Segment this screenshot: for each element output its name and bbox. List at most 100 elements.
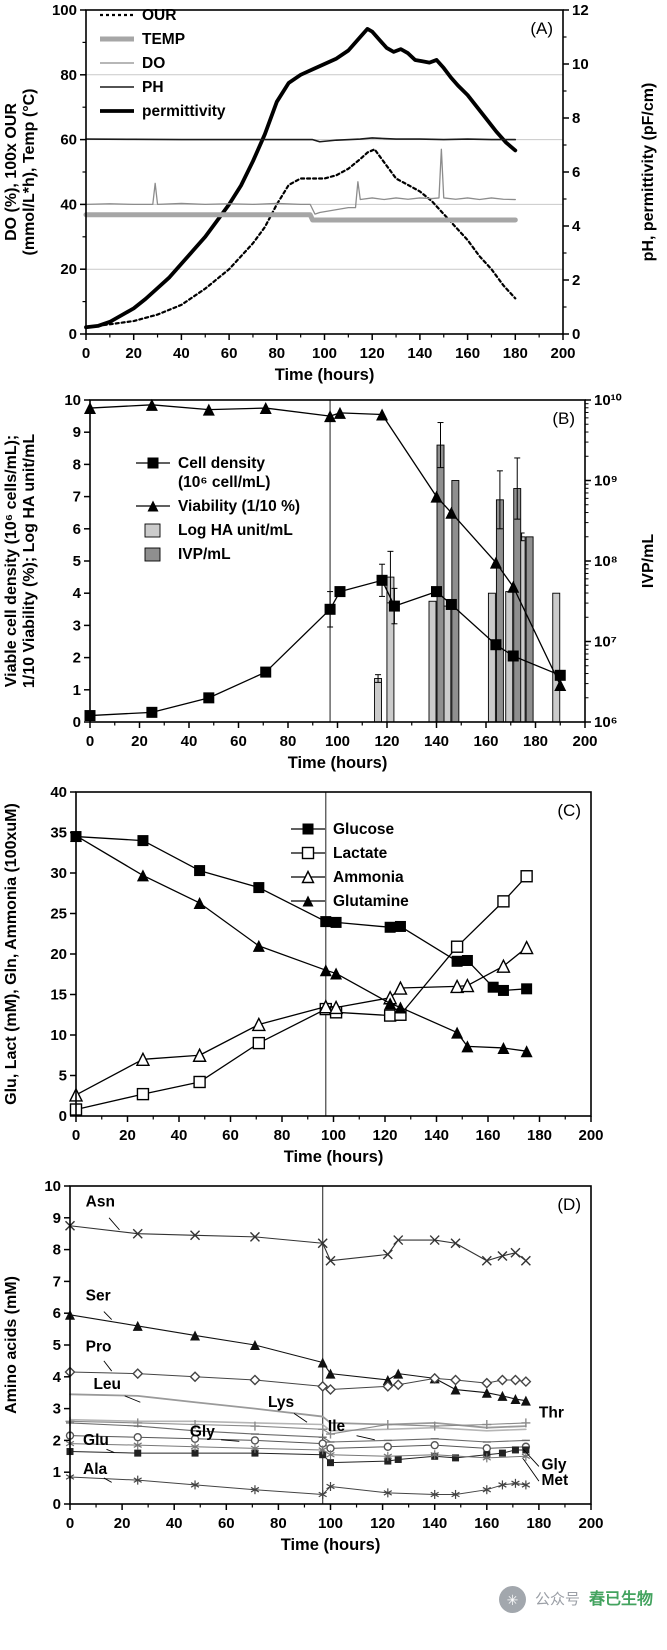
svg-text:120: 120	[370, 1515, 395, 1532]
svg-text:40: 40	[50, 784, 67, 801]
svg-text:0: 0	[66, 1515, 74, 1532]
svg-text:Amino acids (mM): Amino acids (mM)	[3, 1276, 20, 1414]
svg-text:80: 80	[268, 345, 285, 362]
svg-text:0: 0	[53, 1496, 61, 1513]
chart-b-svg: 0 20 40 60 80 100 120 140 160 180 200 0 1 2 3 4 5 6 7 8 9 10 1…	[3, 392, 657, 772]
svg-text:(mmol/L*h), Temp (°C): (mmol/L*h), Temp (°C)	[21, 89, 38, 256]
svg-text:7: 7	[53, 1273, 61, 1290]
svg-text:Met: Met	[542, 1472, 569, 1489]
svg-text:200: 200	[550, 345, 575, 362]
svg-text:200: 200	[578, 1515, 603, 1532]
svg-text:80: 80	[60, 67, 77, 84]
svg-text:8: 8	[53, 1242, 61, 1259]
svg-text:40: 40	[60, 196, 77, 213]
svg-text:40: 40	[181, 733, 198, 750]
svg-text:20: 20	[131, 733, 148, 750]
svg-text:140: 140	[422, 1515, 447, 1532]
svg-text:5: 5	[53, 1337, 61, 1354]
svg-text:Leu: Leu	[93, 1376, 121, 1393]
svg-text:20: 20	[119, 1127, 136, 1144]
svg-text:10: 10	[64, 392, 81, 409]
svg-text:100: 100	[325, 733, 350, 750]
svg-text:180: 180	[523, 733, 548, 750]
svg-text:OUR: OUR	[142, 7, 176, 24]
svg-text:35: 35	[50, 825, 67, 842]
svg-text:6: 6	[572, 164, 580, 181]
svg-text:120: 120	[374, 733, 399, 750]
svg-text:Cell density: Cell density	[178, 455, 265, 472]
svg-text:10¹⁰: 10¹⁰	[594, 392, 622, 409]
svg-text:10⁹: 10⁹	[594, 473, 618, 490]
svg-text:10: 10	[50, 1027, 67, 1044]
watermark-footer: ✳ 公众号 春已生物	[0, 1574, 667, 1650]
svg-text:Ala: Ala	[83, 1461, 108, 1478]
svg-text:160: 160	[455, 345, 480, 362]
svg-text:4: 4	[572, 218, 581, 235]
svg-text:10⁷: 10⁷	[594, 634, 617, 651]
svg-text:Lys: Lys	[268, 1394, 294, 1411]
svg-text:Asn: Asn	[86, 1194, 115, 1211]
svg-text:2: 2	[53, 1432, 61, 1449]
svg-text:180: 180	[527, 1127, 552, 1144]
svg-text:8: 8	[572, 110, 580, 127]
svg-text:60: 60	[222, 1127, 239, 1144]
svg-text:3: 3	[53, 1401, 61, 1418]
svg-text:120: 120	[360, 345, 385, 362]
svg-text:40: 40	[166, 1515, 183, 1532]
svg-text:20: 20	[125, 345, 142, 362]
svg-text:120: 120	[372, 1127, 397, 1144]
panel-d-amino-acids-chart: 0 20 40 60 80 100 120 140 160 180 200 0 1 2 3 4 5 6 7 8 9 10 T…	[0, 1174, 667, 1574]
svg-text:0: 0	[73, 714, 81, 731]
svg-text:2: 2	[73, 650, 81, 667]
svg-text:Glu, Lact (mM), Gln, Ammonia (: Glu, Lact (mM), Gln, Ammonia (100xuM)	[3, 803, 20, 1105]
svg-text:180: 180	[526, 1515, 551, 1532]
svg-text:DO (%), 100x OUR: DO (%), 100x OUR	[3, 103, 20, 241]
svg-text:IVP/mL: IVP/mL	[640, 534, 657, 588]
svg-text:200: 200	[578, 1127, 603, 1144]
svg-text:60: 60	[230, 733, 247, 750]
svg-text:9: 9	[73, 424, 81, 441]
svg-text:1: 1	[53, 1464, 61, 1481]
svg-text:6: 6	[73, 521, 81, 538]
svg-text:60: 60	[221, 345, 238, 362]
svg-text:80: 80	[280, 733, 297, 750]
svg-text:(D): (D)	[557, 1195, 581, 1214]
panel-c-metabolites-chart: 0 20 40 60 80 100 120 140 160 180 200 0 5 10 15 20 25 30 3…	[0, 782, 667, 1174]
svg-text:permittivity: permittivity	[142, 103, 226, 120]
svg-text:Glutamine: Glutamine	[333, 893, 409, 910]
svg-text:140: 140	[424, 733, 449, 750]
panel-a-oxygen-ph-permittivity-chart: 0 20 40 60 80 100 120 140 160 180 200 0 20 40 60 80 100 0…	[0, 0, 667, 390]
chart-c-svg: 0 20 40 60 80 100 120 140 160 180 200 0 5 10 15 20 25 30 3…	[3, 784, 604, 1166]
svg-text:60: 60	[218, 1515, 235, 1532]
svg-text:Glu: Glu	[83, 1432, 109, 1449]
svg-text:Gly: Gly	[190, 1424, 215, 1441]
svg-text:0: 0	[72, 1127, 80, 1144]
svg-text:1: 1	[73, 682, 81, 699]
svg-text:2: 2	[572, 272, 580, 289]
svg-text:Thr: Thr	[539, 1405, 564, 1422]
svg-text:40: 40	[173, 345, 190, 362]
svg-text:140: 140	[407, 345, 432, 362]
svg-text:Gly: Gly	[542, 1457, 567, 1474]
svg-text:20: 20	[50, 946, 67, 963]
svg-text:0: 0	[59, 1108, 67, 1125]
svg-text:80: 80	[274, 1127, 291, 1144]
svg-text:10: 10	[572, 56, 589, 73]
svg-text:10⁶: 10⁶	[594, 714, 618, 731]
svg-text:100: 100	[52, 2, 77, 19]
svg-text:6: 6	[53, 1305, 61, 1322]
svg-text:3: 3	[73, 617, 81, 634]
svg-text:160: 160	[475, 1127, 500, 1144]
svg-text:Time (hours): Time (hours)	[284, 1148, 384, 1166]
panel-b-cell-density-viability-chart: 0 20 40 60 80 100 120 140 160 180 200 0 1 2 3 4 5 6 7 8 9 10 1…	[0, 390, 667, 782]
svg-text:160: 160	[473, 733, 498, 750]
svg-text:160: 160	[474, 1515, 499, 1532]
svg-text:100: 100	[318, 1515, 343, 1532]
svg-text:5: 5	[59, 1068, 67, 1085]
svg-text:9: 9	[53, 1210, 61, 1227]
svg-text:Pro: Pro	[86, 1338, 112, 1355]
svg-text:Time (hours): Time (hours)	[281, 1536, 381, 1554]
publisher-logo-icon: ✳	[498, 1586, 526, 1613]
svg-text:1/10 Viability (%); Log HA uni: 1/10 Viability (%); Log HA unit/mL	[21, 434, 38, 688]
